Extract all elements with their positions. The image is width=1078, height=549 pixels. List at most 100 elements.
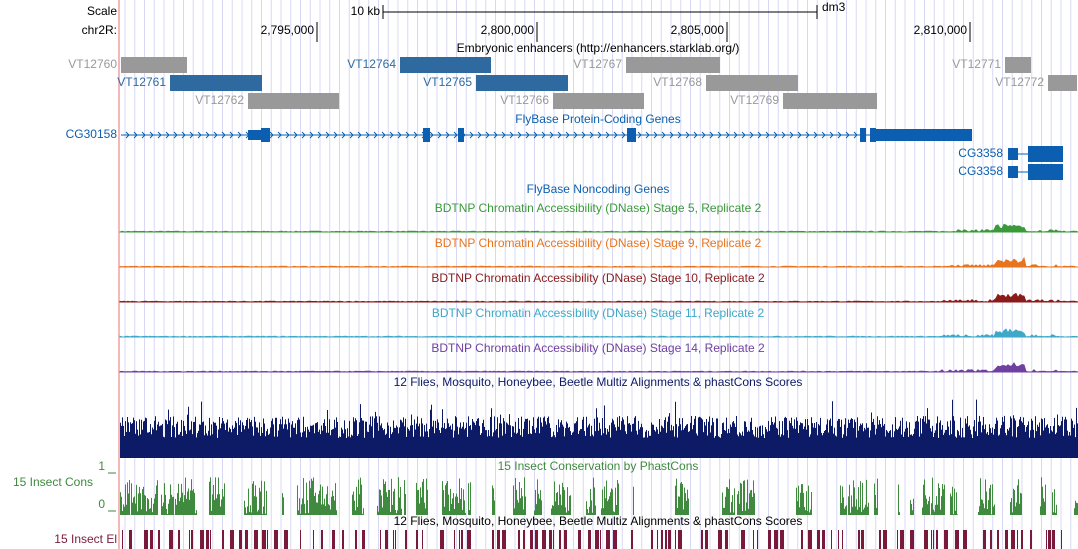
strand-arrow: [749, 131, 754, 139]
strand-arrow: [813, 131, 818, 139]
conserved-element: [1048, 530, 1051, 549]
strand-arrow: [341, 131, 346, 139]
conserved-element: [459, 530, 460, 549]
strand-arrow: [533, 131, 538, 139]
track-title: BDTNP Chromatin Accessibility (DNase) St…: [435, 236, 762, 250]
strand-arrow: [557, 131, 562, 139]
dnase-signal: [119, 292, 1078, 303]
conserved-element: [675, 530, 676, 549]
track-title: BDTNP Chromatin Accessibility (DNase) St…: [431, 271, 765, 285]
conserved-element: [997, 530, 999, 549]
track-label: 15 Insect Cons: [13, 475, 93, 489]
exon: [1008, 148, 1018, 160]
enhancer-label: VT12772: [995, 75, 1044, 89]
conserved-element: [705, 530, 708, 549]
ruler-label: 2,795,000: [261, 23, 315, 37]
exon: [1028, 146, 1063, 162]
strand-arrow: [477, 131, 482, 139]
conserved-element: [191, 530, 193, 549]
enhancer: [626, 57, 720, 73]
strand-arrow: [661, 131, 666, 139]
strand-arrow: [805, 131, 810, 139]
conserved-element: [657, 530, 658, 549]
conserved-element: [422, 530, 423, 549]
strand-arrow: [581, 131, 586, 139]
conserved-element: [897, 530, 898, 549]
strand-arrow: [685, 131, 690, 139]
conserved-element: [718, 530, 722, 549]
dnase-signal: [119, 223, 1078, 233]
strand-arrow: [765, 131, 770, 139]
conserved-element: [518, 530, 520, 549]
enhancer-label: VT12760: [68, 57, 117, 71]
conserved-element: [530, 530, 533, 549]
strand-arrow: [589, 131, 594, 139]
conserved-element: [963, 530, 967, 549]
exon: [261, 128, 270, 142]
conserved-element: [206, 530, 209, 549]
conserved-element: [780, 530, 784, 549]
conserved-element: [665, 530, 667, 549]
conserved-element: [900, 530, 904, 549]
track-label: 15 Insect El: [54, 532, 117, 546]
dnase-signal: [119, 328, 1078, 338]
conserved-element: [668, 530, 671, 549]
exon: [876, 129, 972, 141]
strand-arrow: [181, 131, 186, 139]
strand-arrow: [757, 131, 762, 139]
multiz-signal: [120, 399, 1078, 458]
conserved-element: [492, 530, 494, 549]
strand-arrow: [525, 131, 530, 139]
enhancer-label: VT12761: [117, 75, 166, 89]
dnase-signal: [119, 256, 1078, 268]
enhancer: [783, 93, 877, 109]
conserved-element: [701, 530, 703, 549]
exon: [458, 128, 464, 142]
strand-arrow: [205, 131, 210, 139]
conserved-element: [931, 530, 932, 549]
enhancer: [1005, 57, 1031, 73]
conserved-element: [757, 530, 758, 549]
strand-arrow: [621, 131, 626, 139]
track-title: Embryonic enhancers (http://enhancers.st…: [457, 41, 740, 55]
conserved-element: [1046, 530, 1047, 549]
enhancer-label: VT12771: [952, 57, 1001, 71]
strand-arrow: [605, 131, 610, 139]
strand-arrow: [189, 131, 194, 139]
strand-arrow: [293, 131, 298, 139]
strand-arrow: [573, 131, 578, 139]
scale-label: Scale: [87, 4, 117, 18]
strand-arrow: [781, 131, 786, 139]
conserved-element: [933, 530, 934, 549]
conserved-element: [274, 530, 278, 549]
strand-arrow: [789, 131, 794, 139]
enhancer-label: VT12762: [195, 93, 244, 107]
enhancer-label: VT12768: [653, 75, 702, 89]
conserved-element: [416, 530, 418, 549]
enhancer: [121, 57, 187, 73]
strand-arrow: [149, 131, 154, 139]
enhancer-label: VT12764: [347, 57, 396, 71]
strand-arrow: [821, 131, 826, 139]
enhancer-label: VT12765: [423, 75, 472, 89]
strand-arrow: [829, 131, 834, 139]
conserved-element: [542, 530, 546, 549]
strand-arrow: [237, 131, 242, 139]
conserved-element: [1005, 530, 1008, 549]
strand-arrow: [165, 131, 170, 139]
strand-arrow: [325, 131, 330, 139]
conserved-element: [600, 530, 601, 549]
strand-arrow: [277, 131, 282, 139]
strand-arrow: [285, 131, 290, 139]
conserved-element: [944, 530, 948, 549]
track-title: BDTNP Chromatin Accessibility (DNase) St…: [431, 341, 765, 355]
strand-arrow: [157, 131, 162, 139]
conserved-element: [838, 530, 839, 549]
conserved-element: [924, 530, 928, 549]
conserved-element: [405, 530, 407, 549]
conserved-element: [1011, 530, 1015, 549]
exon: [1028, 164, 1063, 180]
conserved-element: [129, 530, 132, 549]
conserved-element: [313, 530, 314, 549]
